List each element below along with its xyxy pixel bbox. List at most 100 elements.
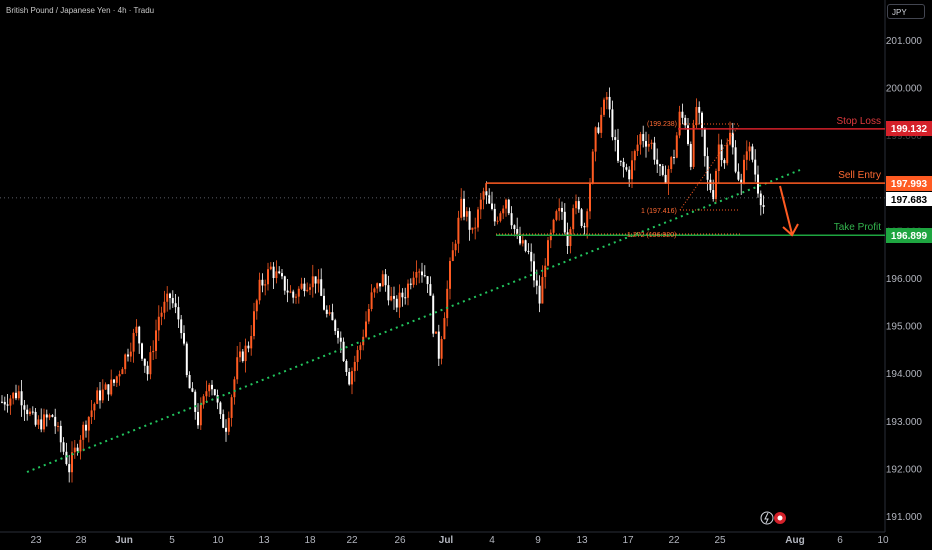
candle-body bbox=[507, 199, 510, 214]
candle-body bbox=[370, 292, 373, 309]
candle-body bbox=[191, 388, 194, 392]
candle-body bbox=[510, 213, 513, 226]
x-tick-label: 22 bbox=[346, 535, 358, 546]
candle-body bbox=[82, 424, 85, 440]
candle-body bbox=[272, 266, 275, 279]
candle-body bbox=[26, 409, 29, 415]
candle-body bbox=[79, 439, 82, 452]
candle-body bbox=[569, 229, 572, 247]
candle-body bbox=[678, 111, 681, 136]
lightning-icon[interactable] bbox=[760, 511, 774, 525]
take-profit-label: Take Profit bbox=[834, 222, 881, 233]
take-profit-value: 196.899 bbox=[891, 231, 928, 242]
candle-body bbox=[6, 404, 9, 406]
candle-body bbox=[712, 190, 715, 199]
candle-body bbox=[432, 295, 435, 334]
candle-body bbox=[614, 137, 617, 140]
candle-body bbox=[754, 159, 757, 175]
candle-body bbox=[605, 96, 608, 100]
candle-body bbox=[589, 182, 591, 212]
candle-body bbox=[208, 384, 211, 392]
candle-body bbox=[373, 288, 376, 293]
candle-body bbox=[737, 171, 740, 180]
y-tick-label: 192.000 bbox=[886, 464, 923, 475]
candle-body bbox=[76, 447, 79, 452]
current-price-value: 197.683 bbox=[891, 195, 928, 206]
candle-body bbox=[337, 331, 339, 338]
candle-body bbox=[446, 288, 449, 319]
candle-body bbox=[521, 240, 524, 244]
candle-body bbox=[267, 269, 269, 285]
candle-body bbox=[757, 174, 759, 194]
candle-body bbox=[505, 199, 507, 209]
x-tick-label: 28 bbox=[75, 535, 87, 546]
candle-body bbox=[667, 169, 670, 184]
candle-body bbox=[143, 358, 146, 366]
candle-body bbox=[555, 211, 558, 220]
candle-body bbox=[465, 211, 468, 217]
candle-body bbox=[743, 159, 745, 184]
candle-body bbox=[493, 208, 496, 222]
candle-body bbox=[583, 225, 586, 228]
x-tick-label: 10 bbox=[212, 535, 224, 546]
candle-body bbox=[96, 390, 99, 404]
candle-body bbox=[20, 391, 23, 406]
candle-body bbox=[247, 345, 250, 349]
candle-body bbox=[311, 276, 314, 288]
candle-body bbox=[600, 114, 603, 133]
candle-body bbox=[516, 229, 519, 235]
candle-body bbox=[227, 417, 230, 432]
candle-body bbox=[541, 276, 544, 304]
candle-body bbox=[650, 142, 653, 144]
x-tick-label: 4 bbox=[489, 535, 495, 546]
candle-body bbox=[244, 345, 247, 362]
candle-body bbox=[715, 171, 717, 199]
candle-body bbox=[407, 283, 409, 298]
candle-body bbox=[415, 271, 418, 278]
candle-body bbox=[104, 384, 107, 390]
candle-body bbox=[250, 336, 253, 349]
candle-body bbox=[530, 251, 533, 262]
candle-body bbox=[9, 398, 12, 406]
candle-body bbox=[404, 297, 407, 299]
sell-entry-badge bbox=[886, 176, 932, 191]
candle-body bbox=[73, 447, 76, 453]
candle-body bbox=[185, 343, 188, 376]
candle-body bbox=[653, 142, 656, 160]
candle-body bbox=[202, 396, 205, 405]
candle-body bbox=[205, 391, 208, 397]
candle-body bbox=[325, 309, 328, 314]
candle-body bbox=[603, 99, 605, 115]
candle-body bbox=[34, 411, 37, 425]
candle-body bbox=[675, 135, 678, 158]
candle-body bbox=[642, 134, 645, 142]
candle-body bbox=[110, 379, 113, 395]
candle-body bbox=[625, 167, 628, 170]
candle-body bbox=[124, 354, 127, 370]
candle-body bbox=[538, 285, 541, 304]
fib-diagonal bbox=[679, 123, 741, 211]
y-tick-label: 191.000 bbox=[886, 512, 923, 523]
candle-body bbox=[376, 283, 379, 289]
candle-body bbox=[37, 419, 40, 425]
candle-body bbox=[681, 111, 684, 118]
candle-body bbox=[631, 160, 633, 180]
fib-ext-label: 1.272 (196.920) bbox=[627, 232, 676, 239]
candle-body bbox=[563, 211, 566, 233]
currency-selector[interactable]: JPY bbox=[887, 4, 925, 19]
x-axis-ticks: 23 28 Jun 5 10 13 18 22 26 Jul 4 9 13 17 22 25 Aug 6 10 bbox=[30, 535, 889, 546]
candle-body bbox=[160, 312, 163, 317]
fib-mid-label: 1 (197.416) bbox=[641, 208, 677, 215]
candle-body bbox=[356, 350, 359, 362]
stop-loss-badge bbox=[886, 121, 932, 136]
candle-body bbox=[230, 397, 233, 418]
candle-body bbox=[309, 287, 311, 290]
candle-body bbox=[211, 384, 213, 390]
candle-body bbox=[127, 354, 129, 357]
candle-body bbox=[633, 151, 636, 161]
current-price-badge bbox=[886, 192, 932, 206]
candle-body bbox=[219, 402, 222, 415]
candle-body bbox=[261, 279, 264, 286]
candle-body bbox=[558, 207, 561, 212]
